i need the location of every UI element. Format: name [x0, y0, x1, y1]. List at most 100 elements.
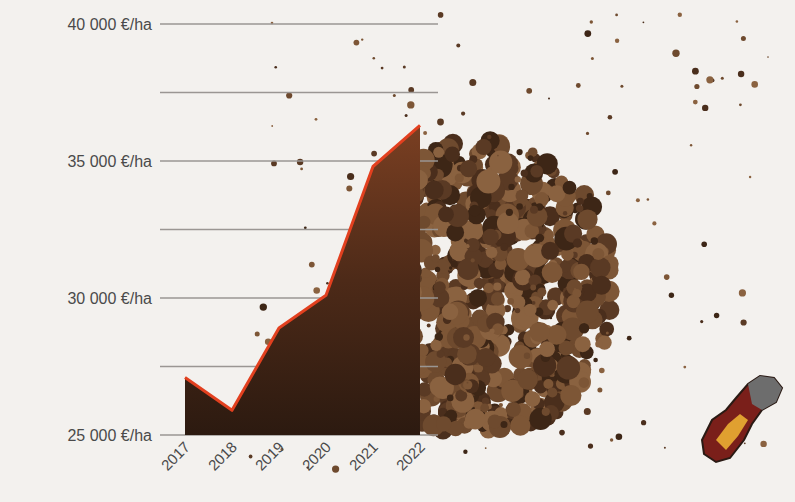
soil-grain — [493, 283, 501, 291]
soil-crumb — [610, 438, 613, 441]
grid — [160, 24, 438, 435]
soil-grain — [557, 356, 581, 380]
soil-crumb — [599, 368, 605, 374]
soil-grain — [430, 340, 441, 351]
plot-marks — [185, 125, 420, 435]
soil-crumb — [467, 382, 469, 384]
soil-crumb — [326, 282, 329, 285]
soil-grain — [592, 276, 611, 295]
soil-crumb — [497, 155, 499, 157]
soil-grain — [435, 333, 443, 341]
x-tick-label: 2021 — [346, 438, 382, 474]
soil-grain — [469, 289, 487, 307]
soil-crumb — [485, 447, 487, 449]
soil-crumb — [490, 328, 495, 333]
x-tick-label: 2022 — [393, 438, 429, 474]
soil-grain — [547, 300, 558, 311]
soil-crumb — [449, 266, 452, 269]
soil-crumb — [744, 442, 746, 444]
soil-crumb — [300, 168, 303, 171]
soil-grain — [515, 269, 531, 285]
soil-grain — [488, 414, 502, 428]
soil-crumb — [751, 81, 758, 88]
soil-grain — [525, 391, 541, 407]
soil-grain — [438, 206, 454, 222]
soil-crumb — [524, 353, 530, 359]
soil-grain — [590, 257, 611, 278]
soil-crumb — [721, 77, 724, 80]
soil-grain — [536, 234, 545, 243]
x-tick-label: 2017 — [158, 438, 194, 474]
y-tick-label: 30 000 €/ha — [67, 290, 152, 307]
soil-grain — [425, 351, 446, 372]
soil-crumb — [563, 211, 567, 215]
soil-crumb — [616, 433, 623, 440]
soil-crumb — [606, 332, 609, 335]
soil-grain — [476, 348, 495, 367]
soil-grain — [577, 209, 597, 229]
soil-grain — [547, 325, 567, 345]
soil-crumb — [641, 420, 646, 425]
soil-grain — [436, 416, 451, 431]
soil-crumb — [461, 112, 465, 116]
x-tick-label: 2020 — [299, 438, 335, 474]
soil-crumb — [749, 176, 751, 178]
soil-crumb — [574, 288, 576, 290]
soil-crumb — [669, 293, 674, 298]
soil-crumb — [593, 358, 598, 363]
soil-crumb — [274, 66, 277, 69]
soil-crumb — [620, 85, 623, 88]
soil-crumb — [767, 56, 769, 58]
soil-grain — [445, 147, 460, 162]
soil-crumb — [739, 103, 742, 106]
soil-grain — [442, 304, 459, 321]
soil-grain — [539, 341, 555, 357]
soil-crumb — [664, 274, 670, 280]
soil-crumb — [612, 169, 618, 175]
soil-grain — [516, 189, 529, 202]
soil-grain — [482, 229, 499, 246]
soil-grain — [425, 181, 444, 200]
soil-crumb — [354, 40, 360, 46]
soil-crumb — [423, 131, 427, 135]
soil-crumb — [543, 400, 546, 403]
soil-crumb — [271, 125, 273, 127]
soil-crumb — [465, 244, 469, 248]
soil-crumb — [471, 258, 475, 262]
area — [185, 125, 420, 435]
soil-grain — [460, 160, 477, 177]
soil-crumb — [678, 13, 682, 17]
soil-crumb — [692, 68, 699, 75]
soil-grain — [530, 408, 552, 430]
x-tick-label: 2019 — [252, 438, 288, 474]
soil-grain — [434, 281, 446, 293]
soil-crumb — [606, 191, 611, 196]
soil-grain — [576, 301, 599, 324]
soil-crumb — [515, 308, 520, 313]
soil-grain — [445, 364, 466, 385]
soil-crumb — [702, 105, 708, 111]
soil-crumb — [531, 244, 533, 246]
soil-grain — [542, 408, 550, 416]
soil-crumb — [701, 242, 707, 248]
soil-grain — [530, 206, 538, 214]
soil-grain — [573, 239, 582, 248]
soil-crumb — [532, 301, 536, 305]
soil-crumb — [309, 262, 315, 268]
soil-crumb — [738, 71, 744, 77]
soil-crumb — [576, 83, 581, 88]
y-tick-label: 25 000 €/ha — [67, 427, 152, 444]
soil-grain — [524, 304, 537, 317]
soil-crumb — [615, 39, 619, 43]
soil-grain — [527, 206, 548, 227]
grid-line — [160, 23, 438, 25]
soil-grain — [507, 298, 514, 305]
soil-crumb — [526, 88, 532, 94]
soil-crumb — [407, 101, 414, 108]
y-tick-label: 40 000 €/ha — [67, 16, 152, 33]
soil-grain — [467, 205, 486, 224]
soil-crumb — [313, 287, 320, 294]
soil-grain — [457, 259, 478, 280]
soil-crumb — [706, 76, 713, 83]
soil-crumb — [508, 402, 511, 405]
